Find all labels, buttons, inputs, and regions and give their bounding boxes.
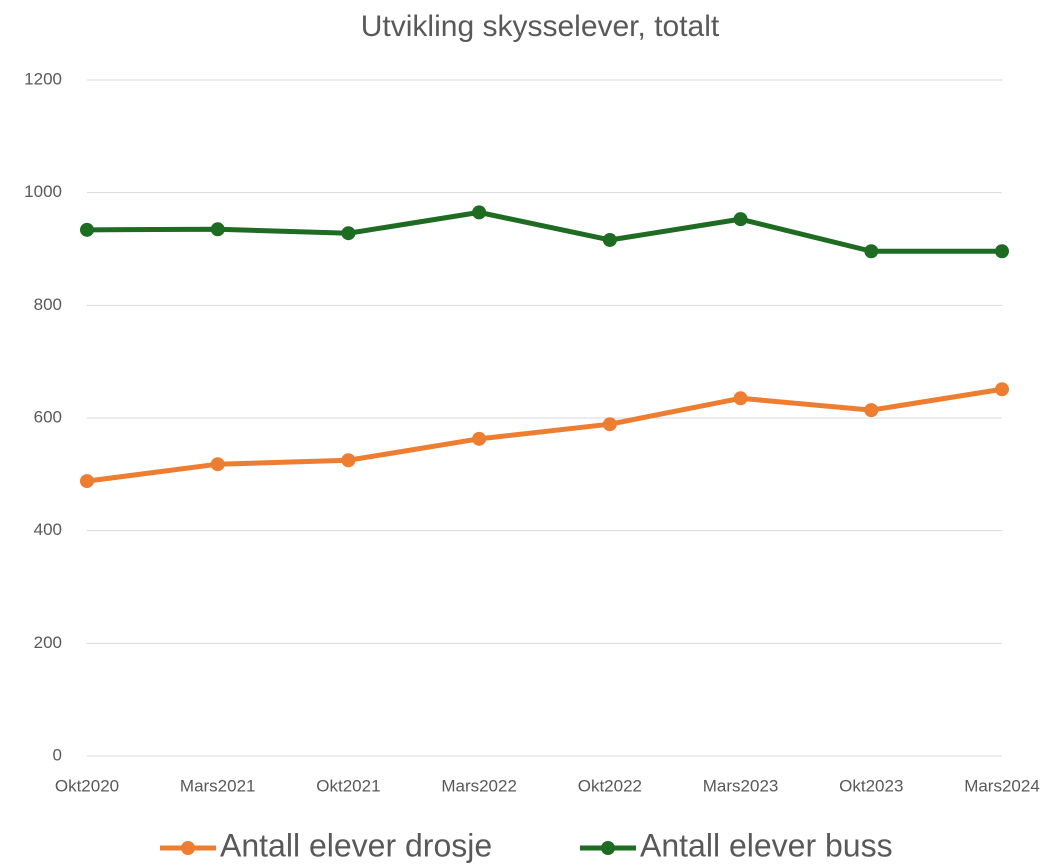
data-point [995,382,1009,397]
y-tick-label: 1200 [24,69,62,88]
data-point [864,403,879,418]
data-point [210,457,225,472]
y-tick-label: 1000 [24,182,62,201]
y-tick-label: 0 [53,745,62,764]
x-tick-label: Mars2022 [441,776,517,795]
data-point [995,244,1009,259]
x-tick-label: Mars2024 [964,776,1040,795]
legend-marker [601,841,615,855]
x-tick-label: Okt2022 [578,776,642,795]
data-point [602,232,617,247]
data-point [733,212,748,227]
x-tick-label: Okt2020 [55,776,119,795]
y-tick-label: 600 [34,407,62,426]
series-line [86,386,1003,484]
x-tick-label: Mars2023 [703,776,779,795]
y-tick-label: 800 [34,295,62,314]
series-line [86,209,1002,254]
x-tick-label: Mars2021 [180,776,256,795]
data-point [864,244,879,259]
legend-marker [181,841,195,855]
x-tick-label: Okt2021 [316,776,380,795]
data-point [733,391,748,406]
data-point [472,205,487,220]
legend-label: Antall elever buss [640,827,893,863]
data-point [341,453,356,468]
x-tick-label: Okt2023 [839,776,903,795]
data-point [80,474,94,489]
data-point [472,431,487,446]
y-tick-label: 200 [34,633,62,652]
data-point [80,222,94,237]
legend-label: Antall elever drosje [220,827,492,863]
data-point [210,222,225,237]
chart-title: Utvikling skysselever, totalt [361,10,720,43]
y-tick-label: 400 [34,520,62,539]
data-point [602,417,617,432]
data-point [341,226,356,241]
